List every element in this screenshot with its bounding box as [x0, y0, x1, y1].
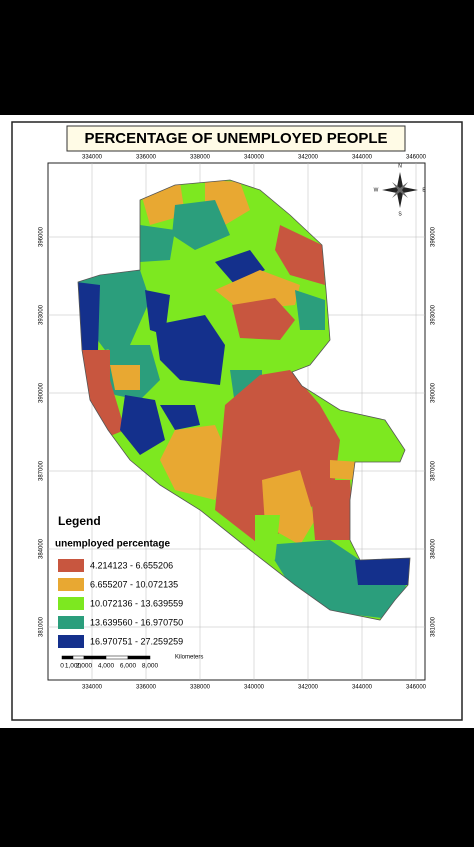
- district: [295, 290, 325, 330]
- scale-label: 2,000: [76, 663, 93, 670]
- compass-star-minor: [392, 182, 408, 198]
- compass-label: E: [422, 187, 426, 193]
- y-coord-label: 384000: [39, 538, 45, 559]
- x-coord-label: 334000: [82, 155, 103, 161]
- legend-label: 16.970751 - 27.259259: [90, 636, 183, 646]
- district: [160, 425, 230, 500]
- district: [355, 556, 410, 585]
- x-coord-label: 344000: [352, 685, 373, 691]
- district: [172, 200, 230, 250]
- y-coord-label: 396000: [431, 226, 437, 247]
- scale-segment: [83, 655, 107, 660]
- x-coord-label: 336000: [136, 155, 157, 161]
- x-coord-label: 342000: [298, 155, 319, 161]
- x-coord-label: 340000: [244, 155, 265, 161]
- legend-swatch: [58, 559, 84, 572]
- district: [155, 315, 225, 385]
- district: [160, 405, 200, 430]
- legend-swatch: [58, 635, 84, 648]
- map-title: PERCENTAGE OF UNEMPLOYED PEOPLE: [84, 130, 387, 147]
- legend-swatch: [58, 616, 84, 629]
- x-coord-label: 338000: [190, 685, 211, 691]
- x-coord-label: 338000: [190, 155, 211, 161]
- y-coord-label: 387000: [39, 460, 45, 481]
- legend-label: 6.655207 - 10.072135: [90, 579, 178, 589]
- scale-segment: [72, 655, 85, 660]
- scale-segment: [127, 655, 151, 660]
- district: [310, 480, 355, 540]
- scale-segment: [105, 655, 129, 660]
- y-coord-label: 393000: [39, 304, 45, 325]
- x-coord-label: 346000: [406, 685, 427, 691]
- legend-swatch: [58, 597, 84, 610]
- scale-label: 8,000: [142, 663, 159, 670]
- compass-label: W: [374, 187, 379, 193]
- x-coord-label: 344000: [352, 155, 373, 161]
- x-coord-label: 340000: [244, 685, 265, 691]
- x-coord-label: 334000: [82, 685, 103, 691]
- title-box: [66, 125, 406, 152]
- scale-label: 0: [60, 663, 64, 670]
- district: [330, 460, 360, 480]
- district: [78, 350, 125, 440]
- scale-label: 1,000: [65, 663, 82, 670]
- compass-label: S: [398, 211, 402, 217]
- legend-label: 10.072136 - 13.639559: [90, 598, 183, 608]
- scale-label: 6,000: [120, 663, 137, 670]
- legend-label: 13.639560 - 16.970750: [90, 617, 183, 627]
- y-coord-label: 390000: [431, 382, 437, 403]
- y-coord-label: 393000: [431, 304, 437, 325]
- district: [275, 225, 325, 285]
- north-arrow: N S E W: [374, 163, 427, 217]
- x-coord-label: 346000: [406, 155, 427, 161]
- scale-label: 4,000: [98, 663, 115, 670]
- district: [255, 515, 280, 560]
- y-coord-label: 396000: [39, 226, 45, 247]
- legend-subtitle: unemployed percentage: [55, 539, 170, 550]
- compass-label: N: [398, 163, 402, 169]
- y-coord-label: 384000: [431, 538, 437, 559]
- district: [232, 298, 295, 340]
- district: [140, 225, 175, 262]
- district: [110, 365, 140, 390]
- legend: Legend unemployed percentage 4.214123 - 6.…: [55, 514, 183, 648]
- legend-swatch: [58, 578, 84, 591]
- legend-label: 4.214123 - 6.655206: [90, 560, 173, 570]
- legend-title: Legend: [58, 514, 101, 528]
- district: [215, 270, 300, 310]
- y-coord-label: 381000: [39, 616, 45, 637]
- scale-unit: Kilometers: [175, 655, 203, 661]
- district: [120, 395, 165, 455]
- y-coord-label: 387000: [431, 460, 437, 481]
- outer-frame: [11, 121, 463, 721]
- scale-segment: [61, 655, 74, 660]
- y-coord-label: 381000: [431, 616, 437, 637]
- x-coord-label: 342000: [298, 685, 319, 691]
- x-coord-label: 336000: [136, 685, 157, 691]
- y-coord-label: 390000: [39, 382, 45, 403]
